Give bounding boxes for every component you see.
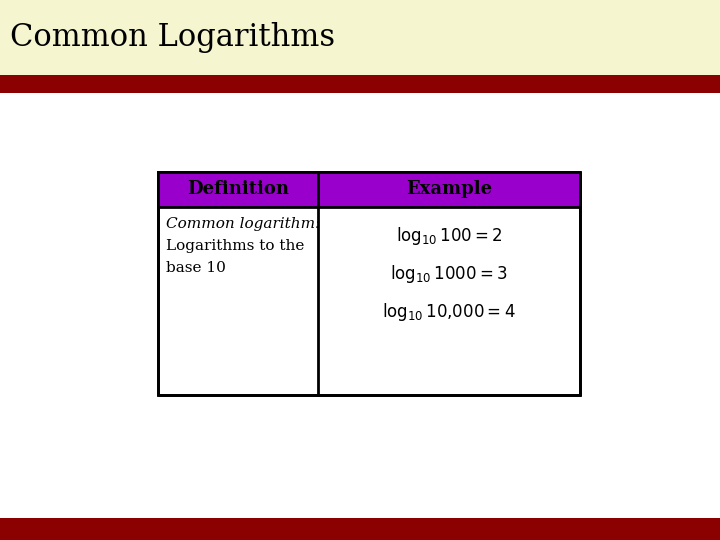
Bar <box>0 0 720 75</box>
Bar <box>158 172 580 395</box>
Text: $\log_{10} 1000 = 3$: $\log_{10} 1000 = 3$ <box>390 263 508 285</box>
Text: base 10: base 10 <box>166 261 226 275</box>
Text: Common Logarithms: Common Logarithms <box>10 22 335 53</box>
Text: Definition: Definition <box>187 180 289 199</box>
Bar <box>158 172 580 207</box>
Text: $\log_{10} 10{,}000 = 4$: $\log_{10} 10{,}000 = 4$ <box>382 301 516 323</box>
Bar <box>0 75 720 93</box>
Text: Common logarithm:: Common logarithm: <box>166 217 320 231</box>
Text: $\log_{10} 100 = 2$: $\log_{10} 100 = 2$ <box>396 225 503 247</box>
Text: Example: Example <box>406 180 492 199</box>
Text: Logarithms to the: Logarithms to the <box>166 239 305 253</box>
Bar <box>0 518 720 540</box>
